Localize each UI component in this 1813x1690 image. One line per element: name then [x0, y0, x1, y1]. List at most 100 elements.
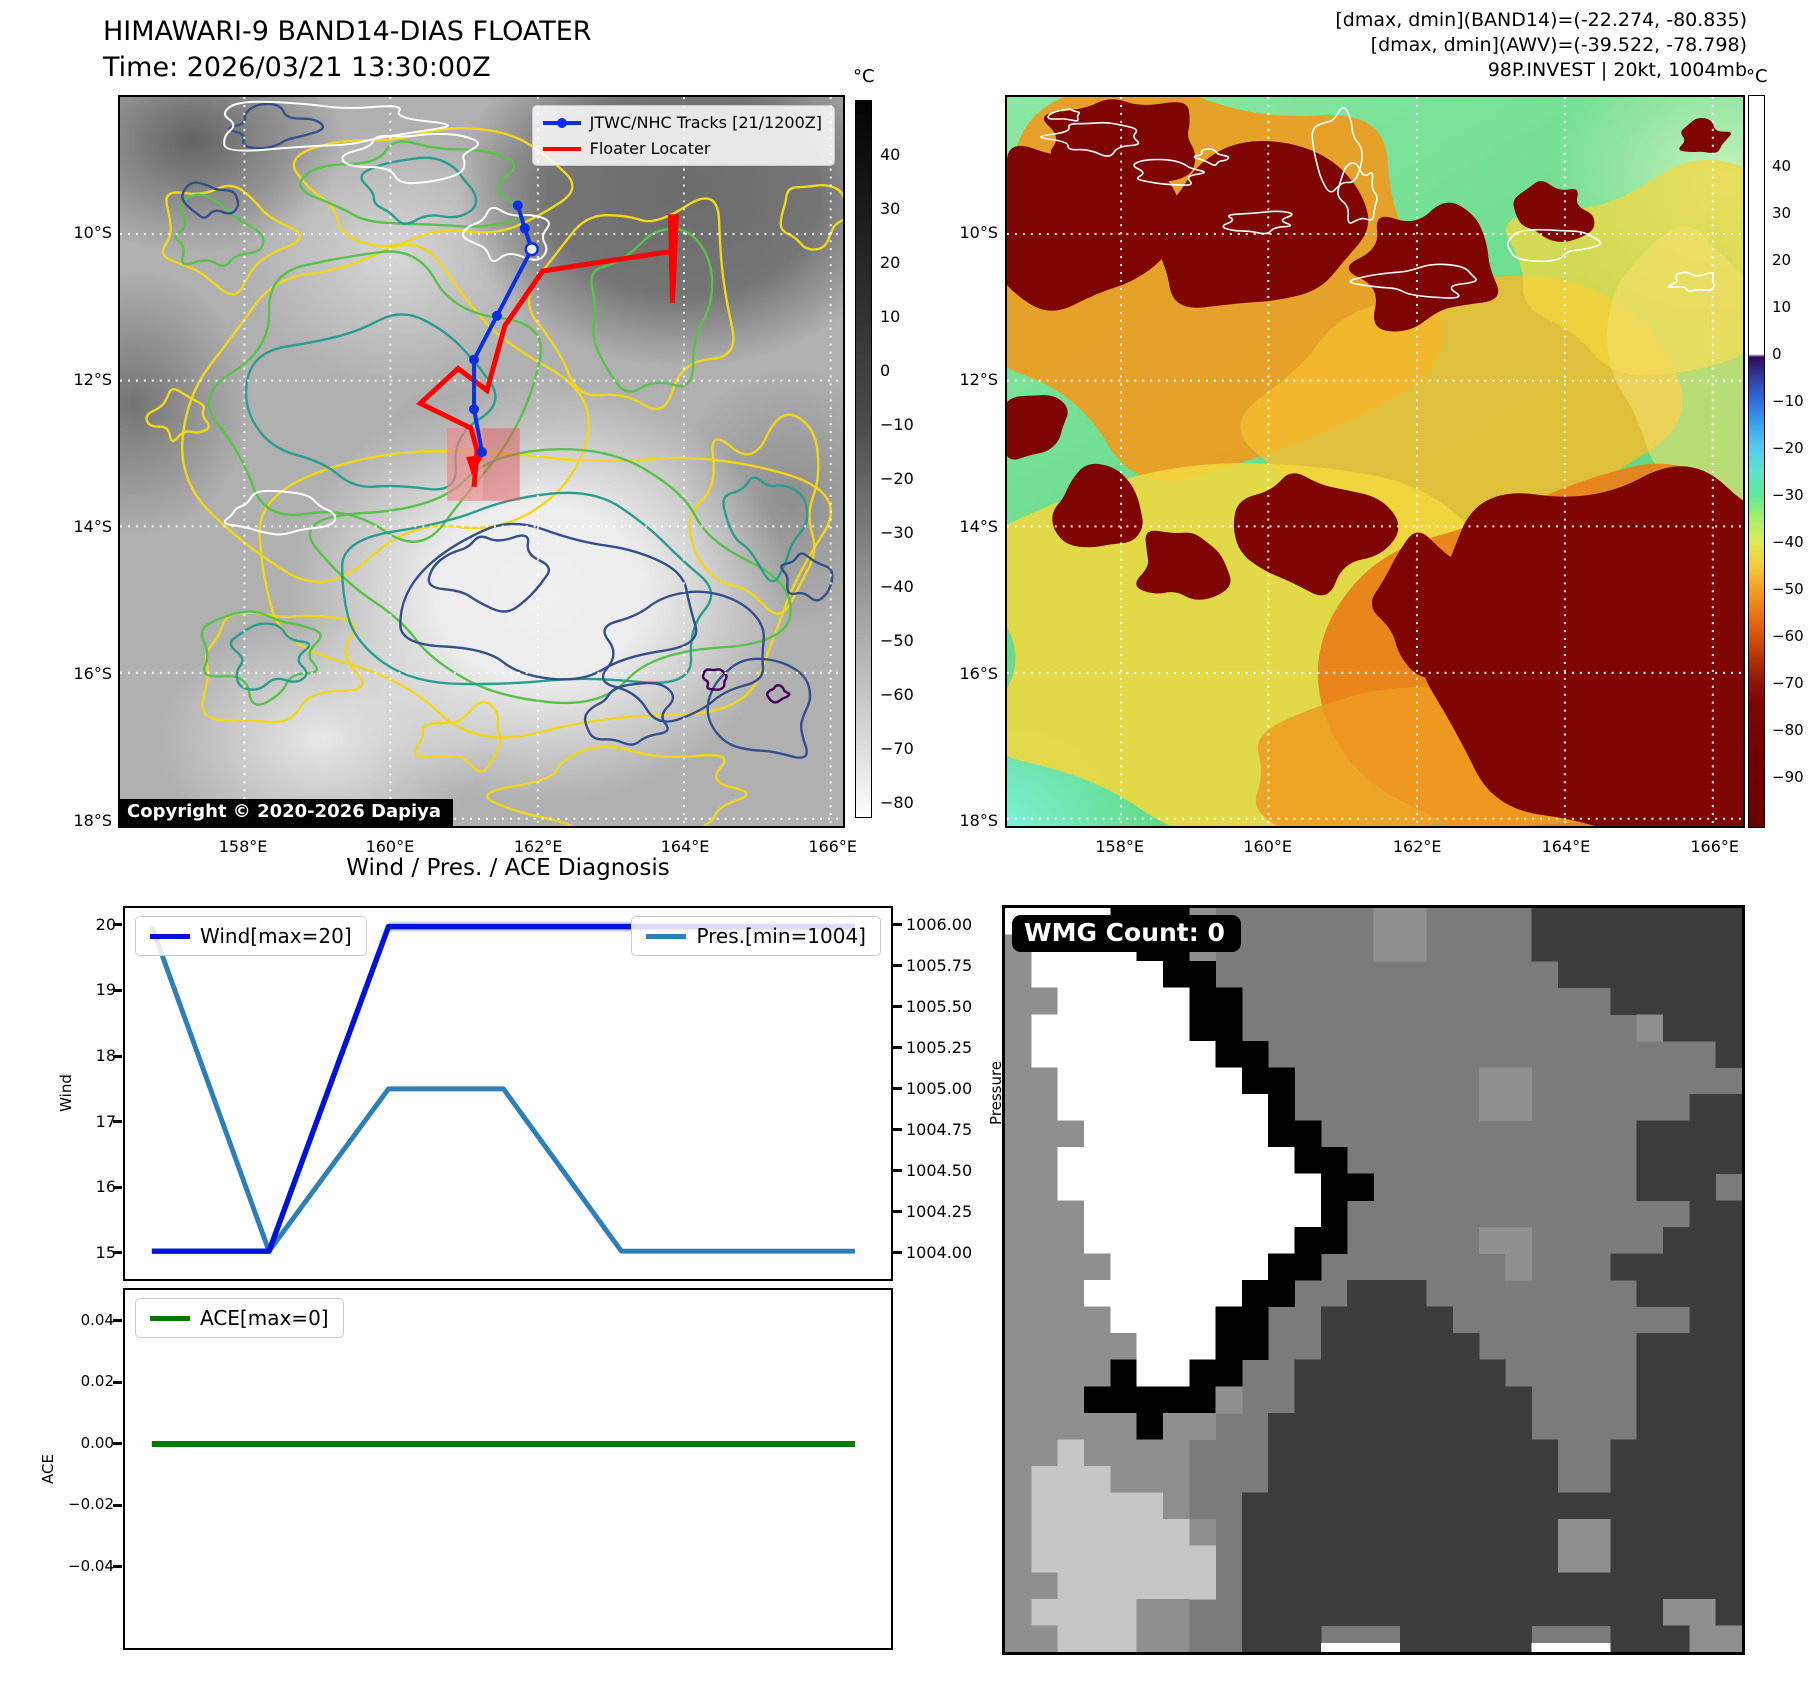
wind-pressure-plot — [149, 921, 855, 1254]
tick-label: −70 — [1772, 674, 1804, 692]
tick-label: 30 — [880, 199, 901, 218]
band14-satellite-map: JTWC/NHC Tracks [21/1200Z] Floater Locat… — [118, 95, 845, 828]
tick-label: 14°S — [73, 516, 112, 536]
tick-label: 160°E — [365, 837, 415, 856]
wmg-count-badge: WMG Count: 0 — [1012, 915, 1241, 952]
diagnosis-title: Wind / Pres. / ACE Diagnosis — [346, 855, 670, 881]
tick-label: 18°S — [73, 810, 112, 830]
ace-legend-label: ACE[max=0] — [200, 1306, 329, 1330]
tick-label: 164°E — [1541, 837, 1591, 856]
wind-pressure-chart: Wind[max=20] Pres.[min=1004] — [123, 906, 893, 1281]
page-title: HIMAWARI-9 BAND14-DIAS FLOATER — [103, 16, 592, 47]
tick-label: −70 — [880, 739, 914, 758]
tick-label: 20 — [880, 253, 901, 272]
tick-label: 1004.25 — [906, 1201, 973, 1221]
tick-mark — [113, 1442, 122, 1446]
tick-label: 0 — [880, 361, 891, 380]
tick-label: −10 — [880, 415, 914, 434]
band14-map-canvas — [120, 97, 843, 826]
tick-label: 1005.25 — [906, 1037, 973, 1057]
tick-label: 0.00 — [80, 1433, 114, 1452]
timestamp: Time: 2026/03/21 13:30:00Z — [103, 52, 491, 83]
tick-mark — [113, 1251, 122, 1255]
pressure-line-icon — [646, 933, 687, 939]
awv-satellite-map — [1005, 95, 1745, 828]
tick-label: −30 — [880, 523, 914, 542]
tick-label: −20 — [1772, 439, 1804, 457]
tick-label: 18°S — [959, 810, 998, 830]
tick-label: 0 — [1772, 345, 1782, 363]
tick-label: −40 — [1772, 533, 1804, 551]
awv-colorbar — [1748, 95, 1765, 828]
tick-mark — [893, 1210, 902, 1214]
tick-label: −80 — [880, 793, 914, 812]
tick-mark — [893, 964, 902, 968]
tick-mark — [893, 1169, 902, 1173]
tick-label: −60 — [880, 685, 914, 704]
tick-mark — [113, 1120, 122, 1124]
tick-label: 162°E — [513, 837, 563, 856]
tick-label: −0.02 — [68, 1495, 114, 1514]
tick-label: 18 — [95, 1046, 116, 1065]
tick-label: 166°E — [808, 837, 857, 856]
tick-mark — [113, 1054, 122, 1058]
tick-mark — [113, 1565, 122, 1569]
tick-label: −80 — [1772, 721, 1804, 739]
tick-label: 12°S — [73, 370, 112, 390]
copyright-badge: Copyright © 2020-2026 Dapiya — [120, 799, 454, 826]
map-legend: JTWC/NHC Tracks [21/1200Z] Floater Locat… — [531, 105, 835, 166]
track-line-icon — [542, 117, 581, 128]
tick-mark — [113, 1185, 122, 1189]
tick-label: 20 — [95, 914, 116, 934]
wind-legend-label: Wind[max=20] — [200, 924, 352, 948]
tick-label: 16°S — [73, 664, 112, 684]
band14-colorbar — [855, 100, 872, 818]
legend-floater-label: Floater Locater — [589, 139, 711, 158]
tick-label: 166°E — [1690, 837, 1739, 856]
ace-line-icon — [150, 1315, 190, 1321]
tick-label: 10°S — [73, 222, 112, 242]
tick-label: 17 — [95, 1111, 116, 1131]
tick-label: 158°E — [218, 837, 268, 856]
tick-label: 40 — [880, 145, 901, 164]
tick-mark — [893, 1087, 902, 1091]
tick-label: −40 — [880, 577, 914, 596]
tick-label: 12°S — [959, 370, 998, 390]
tick-mark — [893, 1005, 902, 1009]
tick-label: 30 — [1772, 204, 1792, 222]
tick-label: 16 — [95, 1177, 116, 1197]
tick-mark — [113, 923, 122, 927]
tick-label: 158°E — [1095, 837, 1145, 856]
tick-mark — [893, 1128, 902, 1132]
legend-row-floater: Floater Locater — [542, 139, 822, 158]
tick-label: 10 — [1772, 298, 1792, 316]
tick-label: −90 — [1772, 768, 1804, 786]
info-line-awv: [dmax, dmin](AWV)=(-39.522, -78.798) — [1370, 34, 1747, 56]
tick-label: 10 — [880, 307, 901, 326]
tick-label: −10 — [1772, 392, 1804, 410]
band14-colorbar-unit: °C — [853, 66, 875, 87]
tick-mark — [113, 1380, 122, 1384]
pres-legend-label: Pres.[min=1004] — [696, 924, 866, 948]
tick-label: −50 — [1772, 580, 1804, 598]
wind-legend: Wind[max=20] — [135, 916, 367, 956]
tick-label: 1005.75 — [906, 955, 973, 975]
wind-axis-label: Wind — [57, 1074, 75, 1112]
tick-mark — [113, 988, 122, 992]
tick-mark — [893, 1251, 902, 1255]
ace-legend: ACE[max=0] — [135, 1298, 344, 1338]
info-line-invest: 98P.INVEST | 20kt, 1004mb — [1487, 59, 1747, 81]
tick-label: 1005.00 — [906, 1078, 973, 1098]
tick-label: 16°S — [959, 664, 998, 684]
tick-label: 164°E — [660, 837, 710, 856]
tick-label: −60 — [1772, 627, 1804, 645]
tick-mark — [113, 1319, 122, 1323]
ace-plot — [151, 1441, 855, 1447]
tick-label: 14°S — [959, 516, 998, 536]
tick-label: 162°E — [1392, 837, 1442, 856]
tick-mark — [893, 1046, 902, 1050]
tick-mark — [113, 1503, 122, 1507]
tick-label: −0.04 — [68, 1556, 114, 1575]
tick-label: 1005.50 — [906, 996, 973, 1016]
